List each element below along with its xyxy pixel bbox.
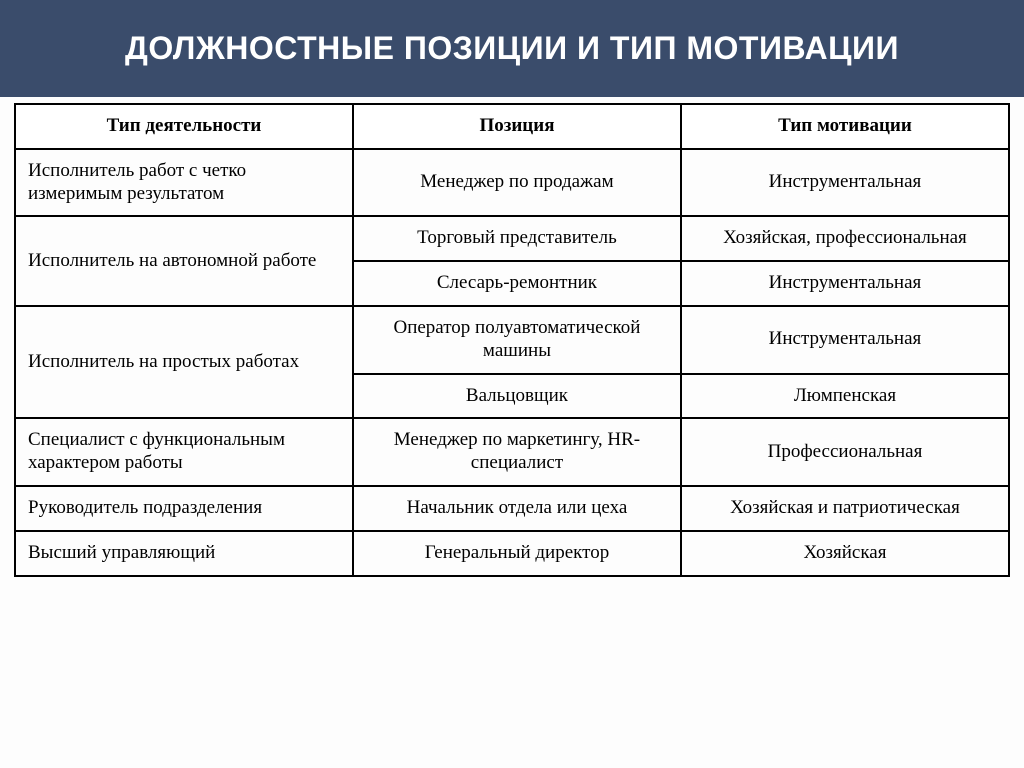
col-header-position: Позиция (353, 104, 681, 149)
cell-motivation: Хозяйская (681, 531, 1009, 576)
cell-activity: Исполнитель работ с четко измеримым резу… (15, 149, 353, 217)
cell-position: Менеджер по продажам (353, 149, 681, 217)
cell-activity: Руководитель подразделения (15, 486, 353, 531)
cell-activity: Исполнитель на простых работах (15, 306, 353, 418)
cell-position: Генеральный директор (353, 531, 681, 576)
table-row: Исполнитель работ с четко измеримым резу… (15, 149, 1009, 217)
cell-motivation: Хозяйская, профессиональная (681, 216, 1009, 261)
cell-position: Менеджер по маркетингу, HR-специалист (353, 418, 681, 486)
table-row: Исполнитель на простых работах Оператор … (15, 306, 1009, 374)
table-row: Исполнитель на автономной работе Торговы… (15, 216, 1009, 261)
cell-position: Оператор полуавтоматической машины (353, 306, 681, 374)
cell-motivation: Люмпенская (681, 374, 1009, 419)
cell-position: Начальник отдела или цеха (353, 486, 681, 531)
col-header-motivation: Тип мотивации (681, 104, 1009, 149)
page-title: ДОЛЖНОСТНЫЕ ПОЗИЦИИ И ТИП МОТИВАЦИИ (0, 0, 1024, 97)
table-row: Высший управляющий Генеральный директор … (15, 531, 1009, 576)
cell-position: Слесарь-ремонтник (353, 261, 681, 306)
cell-position: Торговый представитель (353, 216, 681, 261)
table-header-row: Тип деятельности Позиция Тип мотивации (15, 104, 1009, 149)
cell-motivation: Профессиональная (681, 418, 1009, 486)
table-body: Исполнитель работ с четко измеримым резу… (15, 149, 1009, 576)
motivation-table: Тип деятельности Позиция Тип мотивации И… (14, 103, 1010, 577)
cell-position: Вальцовщик (353, 374, 681, 419)
table-row: Руководитель подразделения Начальник отд… (15, 486, 1009, 531)
cell-activity: Специалист с функциональным характером р… (15, 418, 353, 486)
table-container: Тип деятельности Позиция Тип мотивации И… (0, 97, 1024, 577)
cell-motivation: Хозяйская и патриотическая (681, 486, 1009, 531)
table-row: Специалист с функциональным характером р… (15, 418, 1009, 486)
cell-motivation: Инструментальная (681, 149, 1009, 217)
col-header-activity: Тип деятельности (15, 104, 353, 149)
cell-activity: Высший управляющий (15, 531, 353, 576)
cell-motivation: Инструментальная (681, 261, 1009, 306)
cell-motivation: Инструментальная (681, 306, 1009, 374)
cell-activity: Исполнитель на автономной работе (15, 216, 353, 306)
